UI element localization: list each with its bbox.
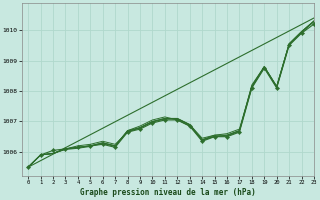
- X-axis label: Graphe pression niveau de la mer (hPa): Graphe pression niveau de la mer (hPa): [80, 188, 256, 197]
